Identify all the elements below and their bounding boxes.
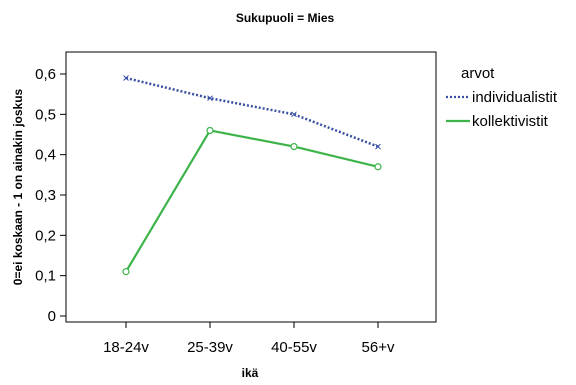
data-point-kollektivistit — [374, 163, 382, 171]
series-line-individualistit — [125, 76, 379, 148]
x-tick-label: 18-24v — [103, 339, 149, 356]
series-line-kollektivistit — [125, 129, 379, 273]
x-tick-label: 25-39v — [187, 339, 233, 356]
y-tick-label: 0,1 — [35, 268, 56, 285]
marker-stroke — [291, 111, 297, 118]
data-point-kollektivistit — [206, 126, 214, 135]
y-axis: 0 0,1 0,2 0,3 0,4 0,5 0,6 — [35, 66, 66, 325]
legend: arvot individualistit kollektivistit — [446, 65, 558, 130]
y-tick-label: 0,5 — [35, 106, 56, 123]
x-tick-label: 56+v — [362, 339, 395, 356]
y-tick-label: 0,3 — [35, 187, 56, 204]
data-point-individualistit — [375, 143, 381, 150]
legend-label-individualistit: individualistit — [472, 89, 558, 106]
data-point-individualistit — [207, 95, 213, 102]
y-tick-label: 0,4 — [35, 147, 56, 164]
y-tick-label: 0,6 — [35, 66, 56, 83]
x-tick-label: 40-55v — [271, 339, 317, 356]
marker-stroke — [375, 143, 381, 150]
y-tick-label: 0,2 — [35, 227, 56, 244]
series-layer — [122, 75, 382, 276]
data-point-kollektivistit — [290, 143, 298, 151]
y-axis-title: 0=ei koskaan - 1 on ainakin joskus — [11, 88, 25, 285]
marker-stroke — [207, 95, 213, 102]
data-point-individualistit — [291, 111, 297, 118]
plot-area — [65, 51, 437, 323]
y-tick-label: 0 — [48, 308, 56, 325]
data-point-individualistit — [123, 75, 129, 81]
legend-label-kollektivistit: kollektivistit — [472, 113, 549, 130]
data-point-kollektivistit — [122, 268, 130, 276]
legend-title: arvot — [461, 65, 495, 82]
marker-stroke — [123, 75, 129, 81]
x-axis: 18-24v 25-39v 40-55v 56+v — [103, 322, 395, 356]
chart-title: Sukupuoli = Mies — [236, 11, 335, 25]
x-axis-title: ikä — [242, 366, 259, 380]
